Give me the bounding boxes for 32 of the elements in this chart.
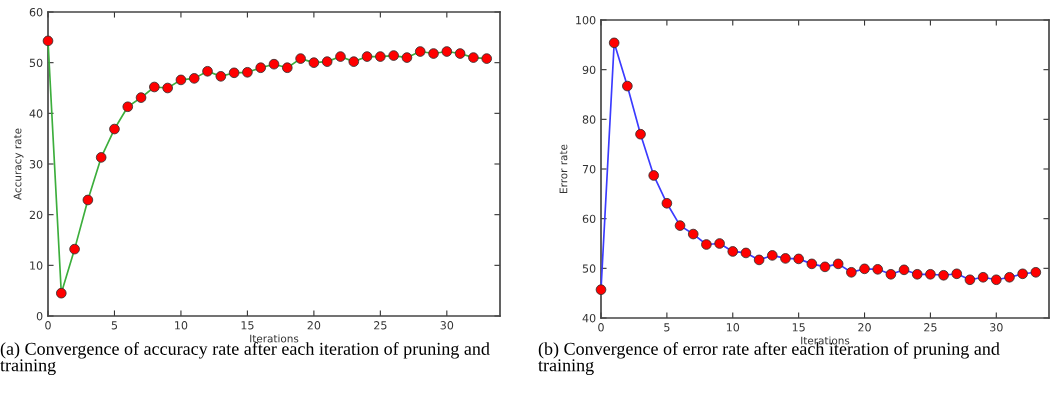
x-tick-label: 5 [664,323,670,332]
x-tick-label: 10 [175,321,188,330]
y-tick-label: 70 [582,164,596,174]
y-axis-title: Error rate [559,144,568,193]
x-tick-label: 20 [307,321,321,330]
y-tick-label: 100 [576,15,596,25]
y-tick-label: 90 [582,65,596,75]
x-tick-label: 25 [924,323,937,332]
y-tick-label: 40 [29,109,43,118]
x-tick-label: 0 [598,323,604,332]
y-tick-label: 80 [582,115,596,124]
x-tick-label: 5 [111,321,118,330]
y-tick-label: 30 [29,159,43,169]
x-tick-label: 15 [792,323,805,332]
y-axis-title: Accuracy rate [13,128,24,200]
y-tick-label: 50 [29,58,43,68]
y-tick-label: 10 [30,261,43,270]
y-tick-label: 60 [29,7,43,17]
x-tick-label: 15 [241,321,254,330]
x-tick-label: 25 [374,321,387,330]
x-tick-label: 10 [726,323,740,332]
y-tick-label: 40 [582,313,596,323]
x-tick-label: 20 [858,323,871,332]
y-tick-label: 0 [36,311,43,321]
x-axis-title: Iterations [250,334,299,343]
text: (a) Convergence of accuracy rate after each iteration of pruning and training [0,342,490,376]
y-tick-label: 50 [582,264,596,273]
y-tick-label: 20 [29,210,43,220]
x-tick-label: 30 [990,323,1003,332]
x-tick-label: 0 [45,321,51,330]
y-tick-label: 60 [582,214,596,224]
x-tick-label: 30 [440,321,454,330]
